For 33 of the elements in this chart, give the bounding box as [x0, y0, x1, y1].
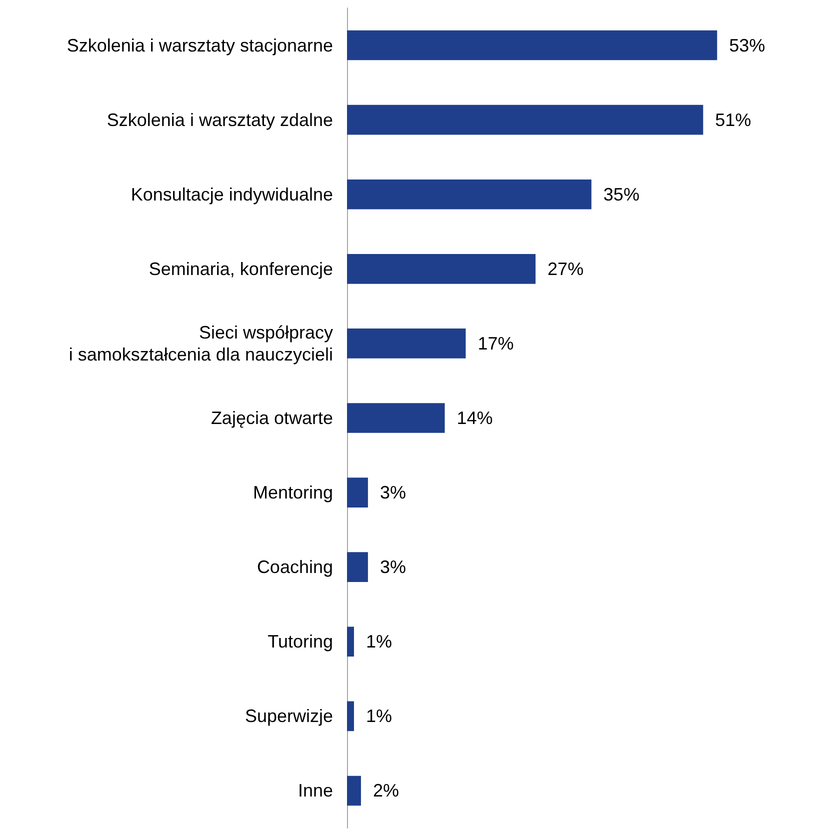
bar [347, 403, 445, 433]
y-tick-label: Inne [298, 780, 333, 801]
y-tick-label: Seminaria, konferencje [148, 258, 333, 279]
bar [347, 626, 354, 657]
data-label: 1% [366, 632, 392, 652]
y-tick-label: Sieci współpracy i samokształcenia dla nauczycieli [68, 322, 333, 364]
data-label: 17% [478, 333, 514, 354]
bar [347, 104, 704, 135]
bar [347, 328, 466, 358]
y-tick-label: Tutoring [268, 632, 333, 652]
bar [347, 776, 361, 806]
bar [347, 254, 536, 284]
data-label: 1% [366, 706, 392, 726]
y-tick-label: Szkolenia i warsztaty zdalne [106, 110, 333, 130]
y-tick-label: Konsultacje indywidualne [130, 184, 333, 204]
data-label: 3% [380, 557, 406, 578]
bar [347, 552, 368, 582]
y-tick-label: Mentoring [252, 482, 333, 503]
data-label: 2% [372, 780, 399, 801]
data-label: 27% [548, 258, 584, 279]
data-label: 14% [456, 408, 493, 428]
bar [347, 478, 368, 508]
bar [347, 179, 592, 210]
bar [347, 701, 354, 732]
data-label: 3% [380, 482, 406, 503]
y-tick-label: Superwizje [244, 706, 333, 726]
data-label: 35% [603, 184, 640, 204]
y-tick-label: Szkolenia i warsztaty stacjonarne [66, 35, 333, 56]
data-label: 53% [729, 35, 766, 56]
bar [347, 30, 718, 60]
y-tick-label: Zajęcia otwarte [210, 408, 333, 428]
y-tick-label: Coaching [256, 557, 333, 578]
data-label: 51% [715, 110, 752, 130]
